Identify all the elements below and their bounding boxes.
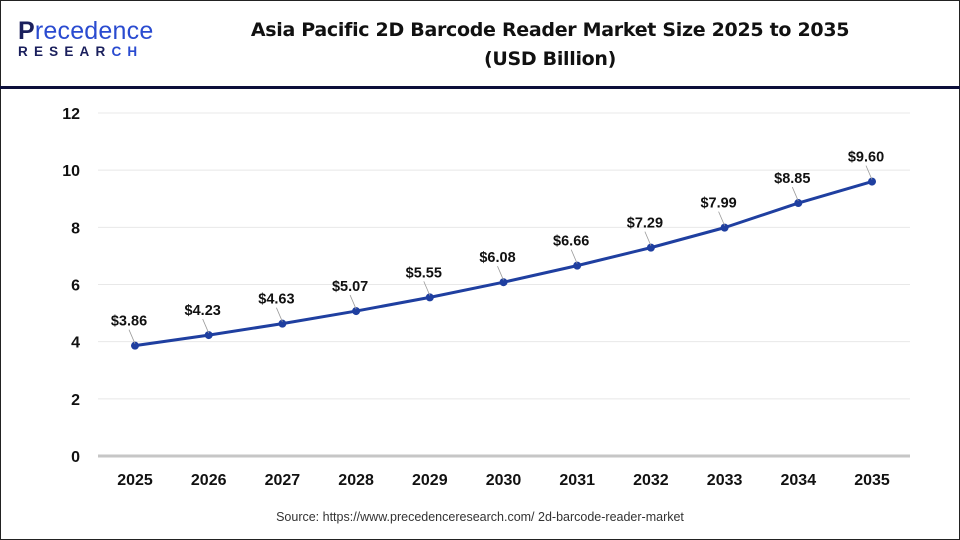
x-tick-label: 2031: [559, 472, 595, 489]
data-series: [131, 177, 876, 350]
label-leader-line: [349, 294, 357, 310]
data-labels: $3.86 $4.23 $4.63 $5.07 $5.55 $6.08 $6.66 $7.29…: [111, 150, 884, 344]
precedence-research-logo: Precedence RESEARCH: [18, 18, 163, 62]
data-point-marker[interactable]: [646, 243, 655, 252]
logo-initial: P: [18, 17, 35, 45]
x-tick-label: 2035: [854, 472, 890, 489]
label-leader-line: [423, 281, 431, 296]
data-label: $9.60: [848, 150, 884, 166]
x-tick-label: 2028: [338, 472, 374, 489]
y-tick-label: 0: [71, 449, 80, 466]
y-tick-label: 4: [71, 335, 80, 352]
data-label: $6.08: [479, 250, 515, 266]
chart-header: Precedence RESEARCH Asia Pacific 2D Barc…: [0, 0, 960, 89]
x-tick-label: 2027: [265, 472, 301, 489]
label-leader-line: [276, 307, 283, 322]
data-label: $6.66: [553, 234, 589, 250]
chart-title-line2: (USD Billion): [483, 48, 617, 70]
x-tick-label: 2034: [781, 472, 817, 489]
data-label: $7.99: [700, 196, 736, 212]
data-label: $7.29: [627, 216, 663, 232]
label-leader-line: [128, 329, 136, 344]
label-leader-line: [718, 211, 725, 226]
x-axis: 2025 2026 2027 2028 2029 2030 2031 2032 2033 2034…: [117, 472, 890, 489]
y-axis: 0 2 4 6 8 10 12: [62, 106, 80, 466]
y-tick-label: 8: [71, 220, 80, 237]
label-leader-line: [202, 318, 210, 334]
label-leader-line: [497, 266, 504, 281]
data-label: $4.23: [185, 303, 221, 319]
data-point-marker[interactable]: [573, 261, 582, 270]
label-leader-line: [570, 249, 578, 264]
label-leader-line: [865, 165, 873, 180]
data-label: $4.63: [258, 292, 294, 308]
data-label: $5.07: [332, 279, 368, 295]
x-tick-label: 2029: [412, 472, 448, 489]
x-tick-label: 2026: [191, 472, 227, 489]
data-point-marker[interactable]: [425, 293, 434, 302]
data-point-marker[interactable]: [352, 307, 361, 316]
x-tick-label: 2033: [707, 472, 743, 489]
data-label: $8.85: [774, 171, 810, 187]
data-point-marker[interactable]: [204, 331, 213, 340]
logo-word: recedence: [34, 17, 154, 45]
label-leader-line: [791, 186, 799, 202]
data-label: $3.86: [111, 314, 147, 330]
label-leader-line: [644, 231, 652, 246]
data-point-marker[interactable]: [499, 278, 508, 287]
y-tick-label: 6: [71, 278, 80, 295]
x-tick-label: 2030: [486, 472, 522, 489]
data-label: $5.55: [406, 265, 442, 281]
data-point-marker[interactable]: [794, 199, 803, 208]
data-point-marker[interactable]: [278, 319, 287, 328]
chart-title-line1: Asia Pacific 2D Barcode Reader Market Si…: [250, 19, 850, 41]
y-tick-label: 12: [62, 106, 80, 123]
source-note: Source: https://www.precedenceresearch.c…: [276, 510, 684, 524]
logo-subword-accent: CH: [111, 44, 144, 59]
y-tick-label: 2: [71, 392, 80, 409]
logo-subword: RESEAR: [18, 44, 112, 59]
chart-title: Asia Pacific 2D Barcode Reader Market Si…: [230, 16, 870, 74]
x-tick-label: 2032: [633, 472, 669, 489]
data-point-marker[interactable]: [131, 341, 139, 350]
data-point-marker[interactable]: [720, 223, 729, 232]
y-tick-label: 10: [62, 163, 80, 180]
x-tick-label: 2025: [117, 472, 153, 489]
data-point-marker[interactable]: [868, 177, 876, 186]
